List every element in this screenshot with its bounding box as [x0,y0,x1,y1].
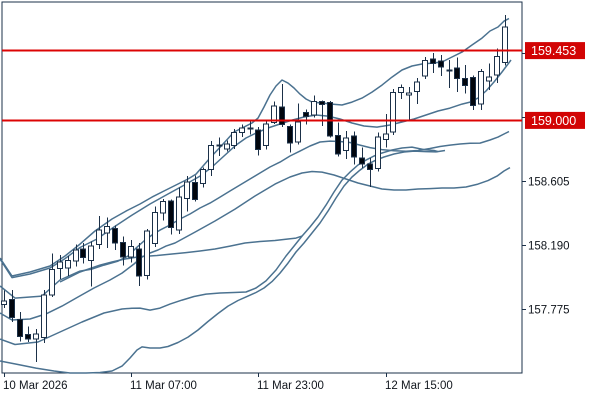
candle-body-bear [287,125,293,144]
candle-body-bear [303,112,309,118]
y-axis-label: 158.190 [528,241,570,253]
candle-body-bull [88,245,94,261]
candle-body-bear [438,60,444,68]
candle-body-bull [184,181,190,200]
candle-body-bull [231,132,237,147]
candle-body-bear [112,228,118,244]
candle-body-bear [470,77,476,107]
candle-body-bull [375,136,381,170]
x-axis-label: 11 Mar 07:00 [130,380,197,392]
candle-body-bull [486,76,492,82]
candle-body-bear [255,129,261,150]
candle-body-bull [33,333,39,340]
candle-body-bull [65,259,71,269]
candle-body-bear [192,182,198,200]
candle-body-bull [390,92,396,133]
candle-body-bull [160,200,166,214]
candle-body-bull [200,169,206,184]
candle-body-bull [271,105,277,124]
candle-body-bear [462,78,468,87]
candle-body-bull [224,143,230,150]
candle-body-bear [367,163,373,170]
candle-body-bull [239,127,245,134]
indicator-line-ma-mid [0,130,510,299]
candle-body-bear [25,334,31,340]
candle-body-bear [136,248,142,277]
candle-body-bull [176,196,182,231]
candle-body-bear [319,101,325,105]
candle-body-bull [478,70,484,105]
candle-body-bear [430,58,436,65]
price-badge [525,111,585,129]
candle-body-bull [494,56,500,76]
candle-body-bear [80,248,86,258]
candle-body-bull [1,300,7,305]
candle-body-bull [406,92,412,96]
candle-body-bull [502,26,508,63]
candle-body-bear [327,102,333,137]
candle-body-bull [57,261,63,270]
x-axis-label: 12 Mar 15:00 [385,380,453,392]
candle-body-bull [49,268,55,296]
indicator-line-ma-mid-slow [59,235,303,283]
plot-border [1,1,523,374]
candle-body-bull [383,133,389,141]
candle-body-bull [104,225,110,234]
candle-body-bull [144,230,150,276]
price-badge [525,42,585,60]
candle-body-bull [414,81,420,93]
indicator-line-ma-slowest [0,149,446,374]
candle-body-bear [168,200,174,229]
y-axis-label: 158.605 [528,177,570,189]
price-badge-label: 159.453 [531,44,576,58]
candle-body-bull [73,249,79,262]
candle-body-bear [120,242,126,258]
candle-body-bull [208,145,214,170]
candle-body-bull [263,123,269,147]
candle-body-bull [311,101,317,116]
candle-body-bull [343,137,349,151]
indicator-line-band-lower [0,166,511,321]
candle-body-bull [96,229,102,245]
candle-body-bear [359,157,365,165]
price-badge-label: 159.000 [531,114,576,128]
x-axis-label: 10 Mar 2026 [3,380,68,392]
candle-body-bear [9,298,15,319]
candle-body-bull [295,121,301,143]
candle-body-bear [335,135,341,155]
candle-body-bull [41,294,47,339]
candle-body-bear [454,67,460,79]
candle-body-bear [17,319,23,337]
candle-body-bear [351,135,357,158]
candle-body-bull [398,86,404,94]
candle-body-bull [128,246,134,258]
y-axis-label: 157.775 [528,305,570,317]
candle-body-bull [152,212,158,244]
x-axis-label: 11 Mar 23:00 [257,380,324,392]
candle-body-bull [422,60,428,77]
candle-body-bear [279,106,285,126]
